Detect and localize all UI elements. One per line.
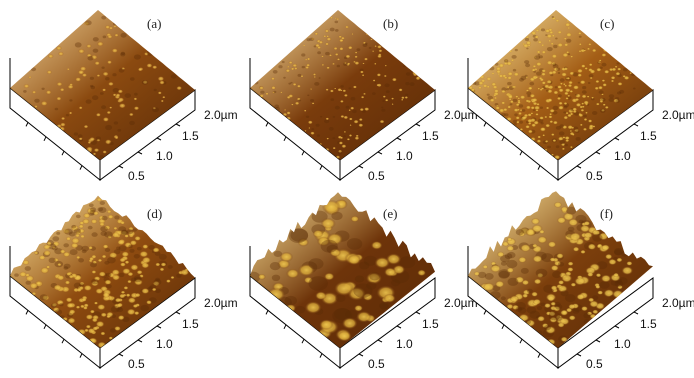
panel-f-tick-label: 2.0µm [662,296,694,310]
panel-e-tick-label: 0.5 [368,357,385,371]
panel-e-tick-label: 1.5 [422,317,439,331]
panel-f-label: (f) [600,206,613,221]
panel-c-tick-label: 1.5 [640,129,657,143]
panel-f-texture [473,201,634,346]
panel-a-tick-label: 0.5 [128,169,145,183]
panel-a-tick-label: 2.0µm [204,108,238,122]
panel-a-tick-label: 1.0 [156,149,173,163]
panel-d-tick-label: 0.5 [128,357,145,371]
panel-a-surface [10,10,195,160]
panel-a-label: (a) [147,16,161,31]
panel-f-tick-label: 1.5 [640,317,657,331]
panel-f-tick-label: 0.5 [586,357,603,371]
panel-a: 0.5 1.0 1.5 2.0µm [9,10,238,183]
panel-e-tick-label: 1.0 [396,337,413,351]
panel-b: 0.5 1.0 1.5 2.0µm [249,10,478,183]
panel-b-right-face [339,89,436,181]
panel-d-label: (d) [147,206,162,221]
panel-d-texture [14,197,190,348]
panel-c-tick-label: 1.0 [614,149,631,163]
panel-f: 0.5 1.0 1.5 2.0µm [467,191,694,371]
panel-d-right-face [99,277,196,369]
panel-b-tick-label: 0.5 [368,169,385,183]
panel-c-label: (c) [600,16,614,31]
panel-b-surface [250,10,435,160]
panel-d: 0.5 1.0 1.5 2.0µm [9,195,238,371]
panel-d-tick-label: 1.5 [182,317,199,331]
panel-b-tick-label: 1.5 [422,129,439,143]
panel-e-right-face [339,277,436,369]
panel-e-surface [250,192,435,348]
panel-c-tick-label: 2.0µm [662,108,694,122]
panel-b-label: (b) [383,16,398,31]
panel-a-texture [23,15,182,159]
panel-c-texture [468,16,636,160]
panel-e-texture [250,199,426,342]
panel-e-tick-label: 2.0µm [444,296,478,310]
panel-c-surface [468,10,653,160]
panel-f-tick-label: 1.0 [614,337,631,351]
panel-c: 0.5 1.0 1.5 2.0µm [467,10,694,183]
panel-b-tick-label: 2.0µm [444,108,478,122]
panel-e: 0.5 1.0 1.5 2.0µm [249,192,478,371]
panel-d-tick-label: 1.0 [156,337,173,351]
panel-d-tick-label: 2.0µm [204,296,238,310]
panel-a-tick-label: 1.5 [182,129,199,143]
panel-c-tick-label: 0.5 [586,169,603,183]
panel-e-label: (e) [383,206,397,221]
panel-b-tick-label: 1.0 [396,149,413,163]
panel-f-right-face [557,277,654,369]
